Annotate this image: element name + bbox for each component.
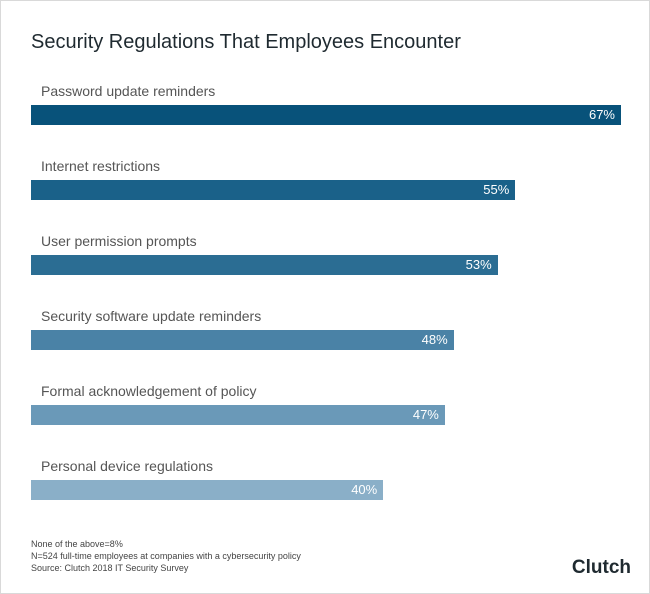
bar: 67% <box>31 105 621 125</box>
category-label: Security software update reminders <box>41 308 262 324</box>
value-label: 48% <box>421 332 448 347</box>
note-source: Source: Clutch 2018 IT Security Survey <box>31 563 189 573</box>
bar: 40% <box>31 480 384 500</box>
bar: 47% <box>31 405 445 425</box>
bar: 55% <box>31 180 516 200</box>
chart-title: Security Regulations That Employees Enco… <box>31 31 461 53</box>
category-label: Password update reminders <box>41 83 216 99</box>
value-label: 55% <box>483 182 510 197</box>
bar: 48% <box>31 330 454 350</box>
note-none: None of the above=8% <box>31 539 123 549</box>
category-label: Formal acknowledgement of policy <box>41 383 257 399</box>
clutch-logo: Clutch <box>571 557 631 578</box>
value-label: 47% <box>412 407 439 422</box>
value-label: 53% <box>465 257 492 272</box>
value-label: 40% <box>351 482 378 497</box>
bar: 53% <box>31 255 498 275</box>
category-label: User permission prompts <box>41 233 197 249</box>
note-sample: N=524 full-time employees at companies w… <box>31 551 301 561</box>
category-label: Personal device regulations <box>41 458 213 474</box>
value-label: 67% <box>588 107 615 122</box>
category-label: Internet restrictions <box>41 158 161 174</box>
